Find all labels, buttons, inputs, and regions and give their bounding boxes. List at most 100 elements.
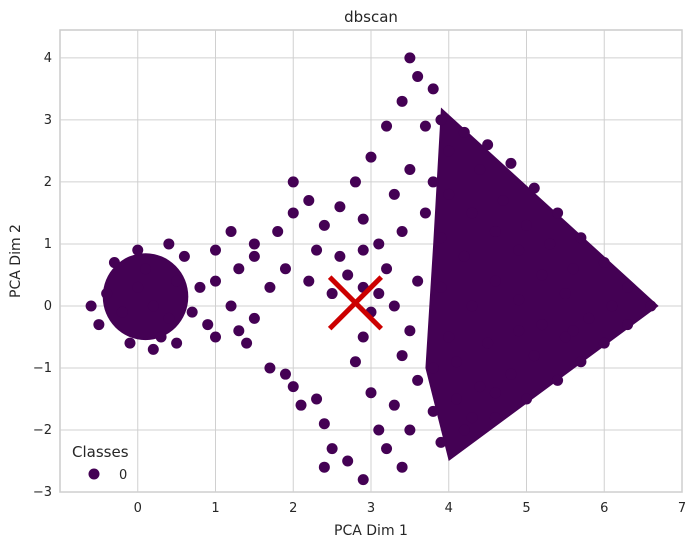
data-point (396, 461, 408, 473)
data-point (342, 269, 354, 281)
data-point (458, 424, 470, 436)
data-point (186, 306, 198, 318)
data-point (427, 405, 439, 417)
y-tick-label: −3 (33, 485, 52, 500)
data-point (622, 281, 634, 293)
data-point (101, 288, 113, 300)
x-tick-label: 2 (289, 501, 297, 516)
data-point (365, 151, 377, 163)
data-point (140, 263, 152, 275)
data-point (202, 319, 214, 331)
data-point (552, 374, 564, 386)
data-point (575, 232, 587, 244)
data-point (396, 226, 408, 238)
data-point (521, 393, 532, 405)
data-point (326, 443, 338, 455)
data-point (287, 207, 299, 219)
data-point (163, 238, 175, 250)
data-point (124, 337, 136, 349)
data-point (373, 288, 385, 300)
data-point (443, 188, 455, 200)
data-point (451, 356, 463, 368)
data-point (388, 300, 400, 312)
y-tick-label: 1 (44, 237, 52, 252)
data-point (466, 207, 478, 219)
data-point (132, 281, 144, 293)
x-tick-label: 0 (134, 501, 142, 516)
data-point (474, 381, 486, 393)
data-point (435, 436, 447, 448)
data-point (388, 399, 400, 411)
data-point (357, 474, 369, 486)
data-point (248, 238, 260, 250)
data-point (575, 356, 587, 368)
data-point (264, 281, 276, 293)
data-point (419, 120, 431, 132)
data-point (233, 325, 245, 337)
data-point (318, 418, 330, 430)
data-point (598, 257, 610, 269)
data-point (559, 331, 571, 343)
data-point (412, 374, 424, 386)
data-point (373, 238, 385, 250)
data-point (287, 381, 299, 393)
centroid-marker (327, 275, 383, 331)
data-point (155, 331, 167, 343)
data-point (443, 331, 455, 343)
data-point (85, 300, 97, 312)
data-point (210, 275, 221, 287)
data-point (404, 424, 416, 436)
data-point (412, 71, 424, 83)
data-point (279, 368, 291, 380)
data-point (396, 350, 408, 362)
y-tick-label: 0 (44, 299, 52, 314)
data-point (419, 207, 431, 219)
data-point (248, 312, 260, 324)
legend-title: Classes (72, 443, 129, 461)
data-point (108, 257, 120, 269)
data-point (513, 325, 525, 337)
data-point (544, 238, 556, 250)
x-tick-labels: 0 1 2 3 4 5 6 7 (134, 501, 687, 516)
data-point (598, 337, 610, 349)
data-point (303, 275, 315, 287)
data-point (521, 219, 532, 231)
legend-entry: 0 (119, 468, 127, 483)
data-point (559, 288, 571, 300)
data-point (489, 275, 501, 287)
data-point (311, 244, 323, 256)
data-point (427, 176, 439, 188)
data-point (474, 164, 486, 176)
data-point (536, 319, 548, 331)
data-point (163, 312, 175, 324)
data-point (248, 250, 260, 262)
data-point (381, 443, 393, 455)
data-point (373, 424, 385, 436)
data-point (505, 368, 517, 380)
y-axis-label: PCA Dim 2 (8, 224, 24, 298)
data-point (311, 393, 323, 405)
data-point (295, 399, 307, 411)
y-tick-label: 4 (44, 51, 52, 66)
data-point (233, 263, 245, 275)
data-point (334, 250, 346, 262)
x-tick-label: 5 (522, 501, 530, 516)
x-tick-label: 7 (678, 501, 686, 516)
centroid-stroke (327, 275, 383, 331)
data-point (194, 281, 206, 293)
data-point (583, 312, 595, 324)
data-point (318, 219, 330, 231)
data-point (357, 244, 369, 256)
data-point (482, 139, 494, 151)
x-tick-label: 4 (445, 501, 453, 516)
data-point (357, 331, 369, 343)
data-point (264, 362, 276, 374)
y-tick-label: −2 (33, 423, 52, 438)
data-point (482, 337, 494, 349)
data-point (443, 145, 455, 157)
data-point (147, 343, 159, 355)
y-tick-labels: −3 −2 −1 0 1 2 3 4 (33, 51, 52, 500)
data-point (210, 244, 221, 256)
data-point (171, 275, 183, 287)
data-point (622, 319, 634, 331)
